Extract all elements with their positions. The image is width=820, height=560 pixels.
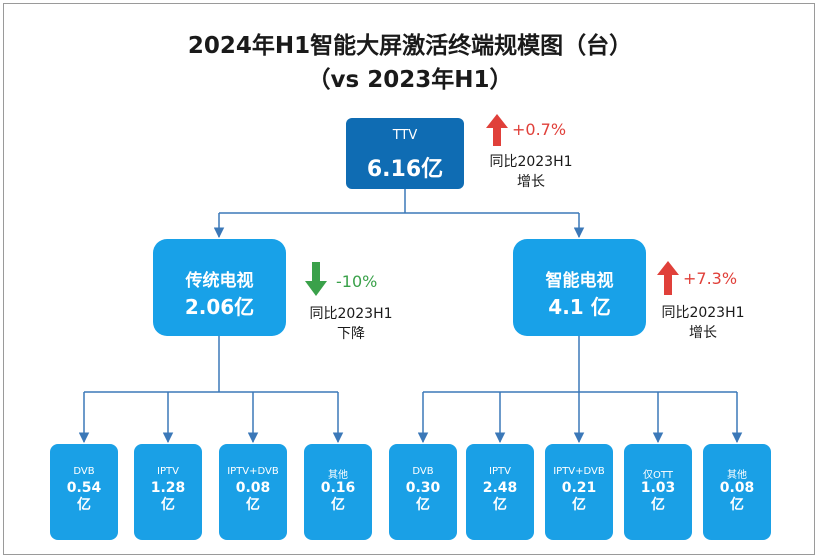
leaf-label: DVB — [73, 466, 95, 477]
diagram-frame — [3, 3, 815, 555]
ttv-value: 6.16亿 — [366, 157, 444, 182]
smart-change-pct: +7.3% — [683, 269, 738, 288]
leaf-traditional-iptv: IPTV 1.28 亿 — [134, 444, 202, 540]
ttv-label: TTV — [392, 128, 418, 143]
ttv-change-line2: 增长 — [517, 174, 545, 190]
leaf-smart-iptv-dvb: IPTV+DVB 0.21 亿 — [545, 444, 613, 540]
leaf-unit: 亿 — [651, 497, 665, 513]
leaf-label: IPTV — [157, 466, 179, 477]
up-arrow-icon — [657, 261, 679, 295]
traditional-change-line2: 下降 — [337, 326, 365, 342]
ttv-box: TTV 6.16亿 — [346, 118, 464, 189]
smart-tv-box: 智能电视 4.1 亿 — [513, 239, 646, 336]
leaf-traditional-dvb: DVB 0.54 亿 — [50, 444, 118, 540]
leaf-label: IPTV+DVB — [553, 466, 605, 477]
diagram-subtitle: （vs 2023年H1） — [307, 67, 513, 93]
smart-tv-value: 4.1 亿 — [548, 295, 611, 319]
leaf-value: 1.28 — [150, 480, 186, 496]
leaf-smart-iptv: IPTV 2.48 亿 — [466, 444, 534, 540]
leaf-unit: 亿 — [77, 497, 91, 513]
smart-change-line2: 增长 — [689, 325, 717, 341]
leaf-unit: 亿 — [331, 497, 345, 513]
leaf-unit: 亿 — [161, 497, 175, 513]
leaf-unit: 亿 — [493, 497, 507, 513]
leaf-value: 0.30 — [405, 480, 441, 496]
leaf-label: 仅OTT — [643, 470, 673, 481]
traditional-tv-box: 传统电视 2.06亿 — [153, 239, 286, 336]
leaf-label: 其他 — [328, 470, 348, 481]
leaf-value: 0.16 — [320, 480, 356, 496]
leaf-smart-other: 其他 0.08 亿 — [703, 444, 771, 540]
ttv-change: +0.7% 同比2023H1 增长 — [486, 114, 596, 194]
smart-tv-label: 智能电视 — [545, 271, 614, 291]
up-arrow-icon — [486, 114, 508, 146]
leaf-unit: 亿 — [246, 497, 260, 513]
leaf-traditional-iptv-dvb: IPTV+DVB 0.08 亿 — [219, 444, 287, 540]
leaf-label: DVB — [412, 466, 434, 477]
leaf-value: 0.54 — [66, 480, 102, 496]
traditional-tv-value: 2.06亿 — [184, 295, 255, 319]
leaf-smart-dvb: DVB 0.30 亿 — [389, 444, 457, 540]
leaf-value: 0.08 — [235, 480, 271, 496]
ttv-change-pct: +0.7% — [512, 120, 567, 139]
leaf-label: IPTV+DVB — [227, 466, 279, 477]
leaf-label: IPTV — [489, 466, 511, 477]
traditional-tv-label: 传统电视 — [185, 271, 254, 291]
leaf-label: 其他 — [727, 470, 747, 481]
leaf-unit: 亿 — [572, 497, 586, 513]
smart-change: +7.3% 同比2023H1 增长 — [657, 261, 767, 345]
traditional-change: -10% 同比2023H1 下降 — [305, 262, 415, 346]
leaf-value: 0.08 — [719, 480, 755, 496]
leaf-unit: 亿 — [730, 497, 744, 513]
leaf-traditional-other: 其他 0.16 亿 — [304, 444, 372, 540]
traditional-change-line1: 同比2023H1 — [309, 306, 393, 322]
down-arrow-icon — [305, 262, 327, 296]
leaf-unit: 亿 — [416, 497, 430, 513]
smart-change-line1: 同比2023H1 — [661, 305, 745, 321]
leaf-value: 0.21 — [561, 480, 597, 496]
leaf-value: 2.48 — [482, 480, 518, 496]
ttv-change-line1: 同比2023H1 — [489, 154, 573, 170]
traditional-change-pct: -10% — [336, 272, 378, 291]
leaf-value: 1.03 — [640, 480, 676, 496]
leaf-smart-ott-only: 仅OTT 1.03 亿 — [624, 444, 692, 540]
diagram-title: 2024年H1智能大屏激活终端规模图（台） — [187, 33, 633, 59]
